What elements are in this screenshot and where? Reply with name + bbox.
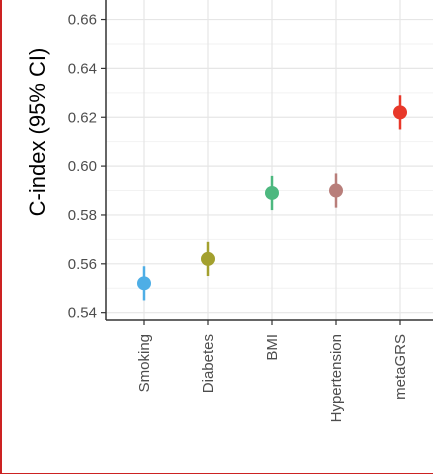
x-tick-label: metaGRS [392,334,409,400]
y-tick-label: 0.60 [68,158,97,175]
y-tick-label: 0.56 [68,256,97,273]
y-tick-label: 0.62 [68,109,97,126]
y-axis-title: C-index (95% CI) [25,48,50,217]
axis-layer [101,0,433,325]
data-point [201,251,215,266]
x-tick-label: Diabetes [200,334,217,393]
y-tick-label: 0.64 [68,60,97,77]
data-point [329,183,343,198]
data-point [137,276,151,291]
x-tick-label: BMI [264,334,281,361]
y-tick-label: 0.54 [68,305,97,322]
data-point [265,185,279,200]
x-tick-label: Hypertension [328,334,345,422]
marks-layer [137,95,407,301]
grid-layer [106,0,433,320]
y-tick-label: 0.66 [68,12,97,29]
x-tick-label: Smoking [136,334,153,392]
labels-layer: 0.54 0.56 0.58 0.60 0.62 0.64 0.66 Smoking Diabe… [68,12,409,423]
y-tick-label: 0.58 [68,207,97,224]
data-point [393,105,407,120]
